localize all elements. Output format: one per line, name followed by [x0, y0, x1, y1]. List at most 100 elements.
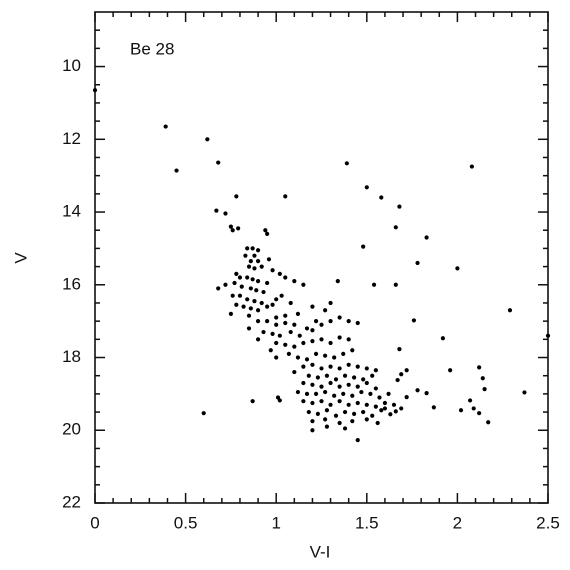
point [205, 137, 210, 142]
point [174, 168, 179, 173]
point [361, 409, 366, 415]
point [319, 399, 324, 404]
point [522, 390, 527, 395]
point [310, 382, 315, 387]
point [265, 280, 270, 286]
point [292, 344, 297, 349]
point [304, 391, 310, 396]
point [323, 353, 328, 358]
point [283, 275, 288, 280]
point [373, 368, 378, 373]
point [337, 399, 342, 404]
point [424, 391, 429, 396]
point [223, 211, 228, 216]
point [411, 318, 417, 323]
point [448, 368, 453, 373]
plot-frame [94, 11, 549, 504]
point [304, 357, 310, 362]
point [246, 313, 252, 318]
point [228, 224, 233, 229]
point [323, 389, 328, 395]
y-tick-label: 12 [62, 129, 81, 148]
point [255, 279, 261, 284]
point [393, 225, 398, 230]
y-tick-label: 14 [62, 202, 81, 221]
point [364, 417, 369, 422]
point [306, 373, 311, 378]
y-tick-label: 20 [62, 420, 81, 439]
point [232, 280, 237, 286]
point [344, 161, 349, 166]
point [332, 355, 337, 360]
point [355, 364, 360, 369]
point [243, 253, 248, 258]
point [250, 246, 255, 251]
point [288, 300, 293, 306]
point [310, 339, 315, 344]
point [477, 365, 482, 370]
point [328, 319, 333, 324]
point [352, 375, 357, 380]
point [455, 266, 460, 271]
point [286, 351, 291, 356]
point [248, 306, 253, 311]
point [379, 408, 384, 413]
point [324, 373, 330, 378]
point [255, 319, 261, 324]
point [245, 246, 250, 251]
point [371, 282, 377, 287]
point [252, 299, 257, 304]
point [254, 288, 259, 293]
point [391, 402, 397, 407]
point [313, 391, 319, 396]
point [323, 308, 328, 313]
point [255, 337, 261, 342]
point [265, 319, 270, 324]
point [399, 406, 404, 411]
y-tick-label: 10 [62, 56, 81, 75]
point [346, 402, 351, 407]
point [310, 400, 315, 406]
point [337, 335, 342, 340]
point [259, 300, 264, 306]
point [313, 351, 319, 356]
point [404, 368, 409, 373]
point [234, 302, 239, 307]
point [370, 373, 375, 378]
point [277, 333, 282, 338]
point [486, 420, 491, 425]
point [368, 391, 373, 396]
point [274, 355, 279, 360]
y-axis-label: V [11, 252, 30, 264]
point [310, 362, 315, 367]
point [346, 319, 351, 324]
point [328, 402, 333, 407]
point [507, 308, 513, 313]
point [315, 411, 320, 416]
point [301, 399, 306, 404]
point [382, 400, 388, 406]
point [333, 377, 339, 382]
point [397, 347, 402, 352]
point [328, 300, 333, 306]
point [482, 387, 487, 392]
point [361, 377, 366, 382]
point [274, 297, 279, 302]
point [246, 326, 252, 331]
point [375, 420, 380, 426]
point [364, 366, 369, 371]
point [346, 362, 351, 367]
point [283, 320, 288, 326]
point [261, 289, 266, 295]
point [239, 284, 244, 289]
point [241, 304, 246, 309]
point [342, 426, 348, 431]
point [234, 194, 239, 199]
point [440, 336, 446, 341]
point [395, 377, 400, 383]
point [237, 293, 243, 298]
point [234, 271, 239, 276]
point [274, 340, 279, 346]
point [350, 348, 355, 353]
point [342, 409, 348, 415]
